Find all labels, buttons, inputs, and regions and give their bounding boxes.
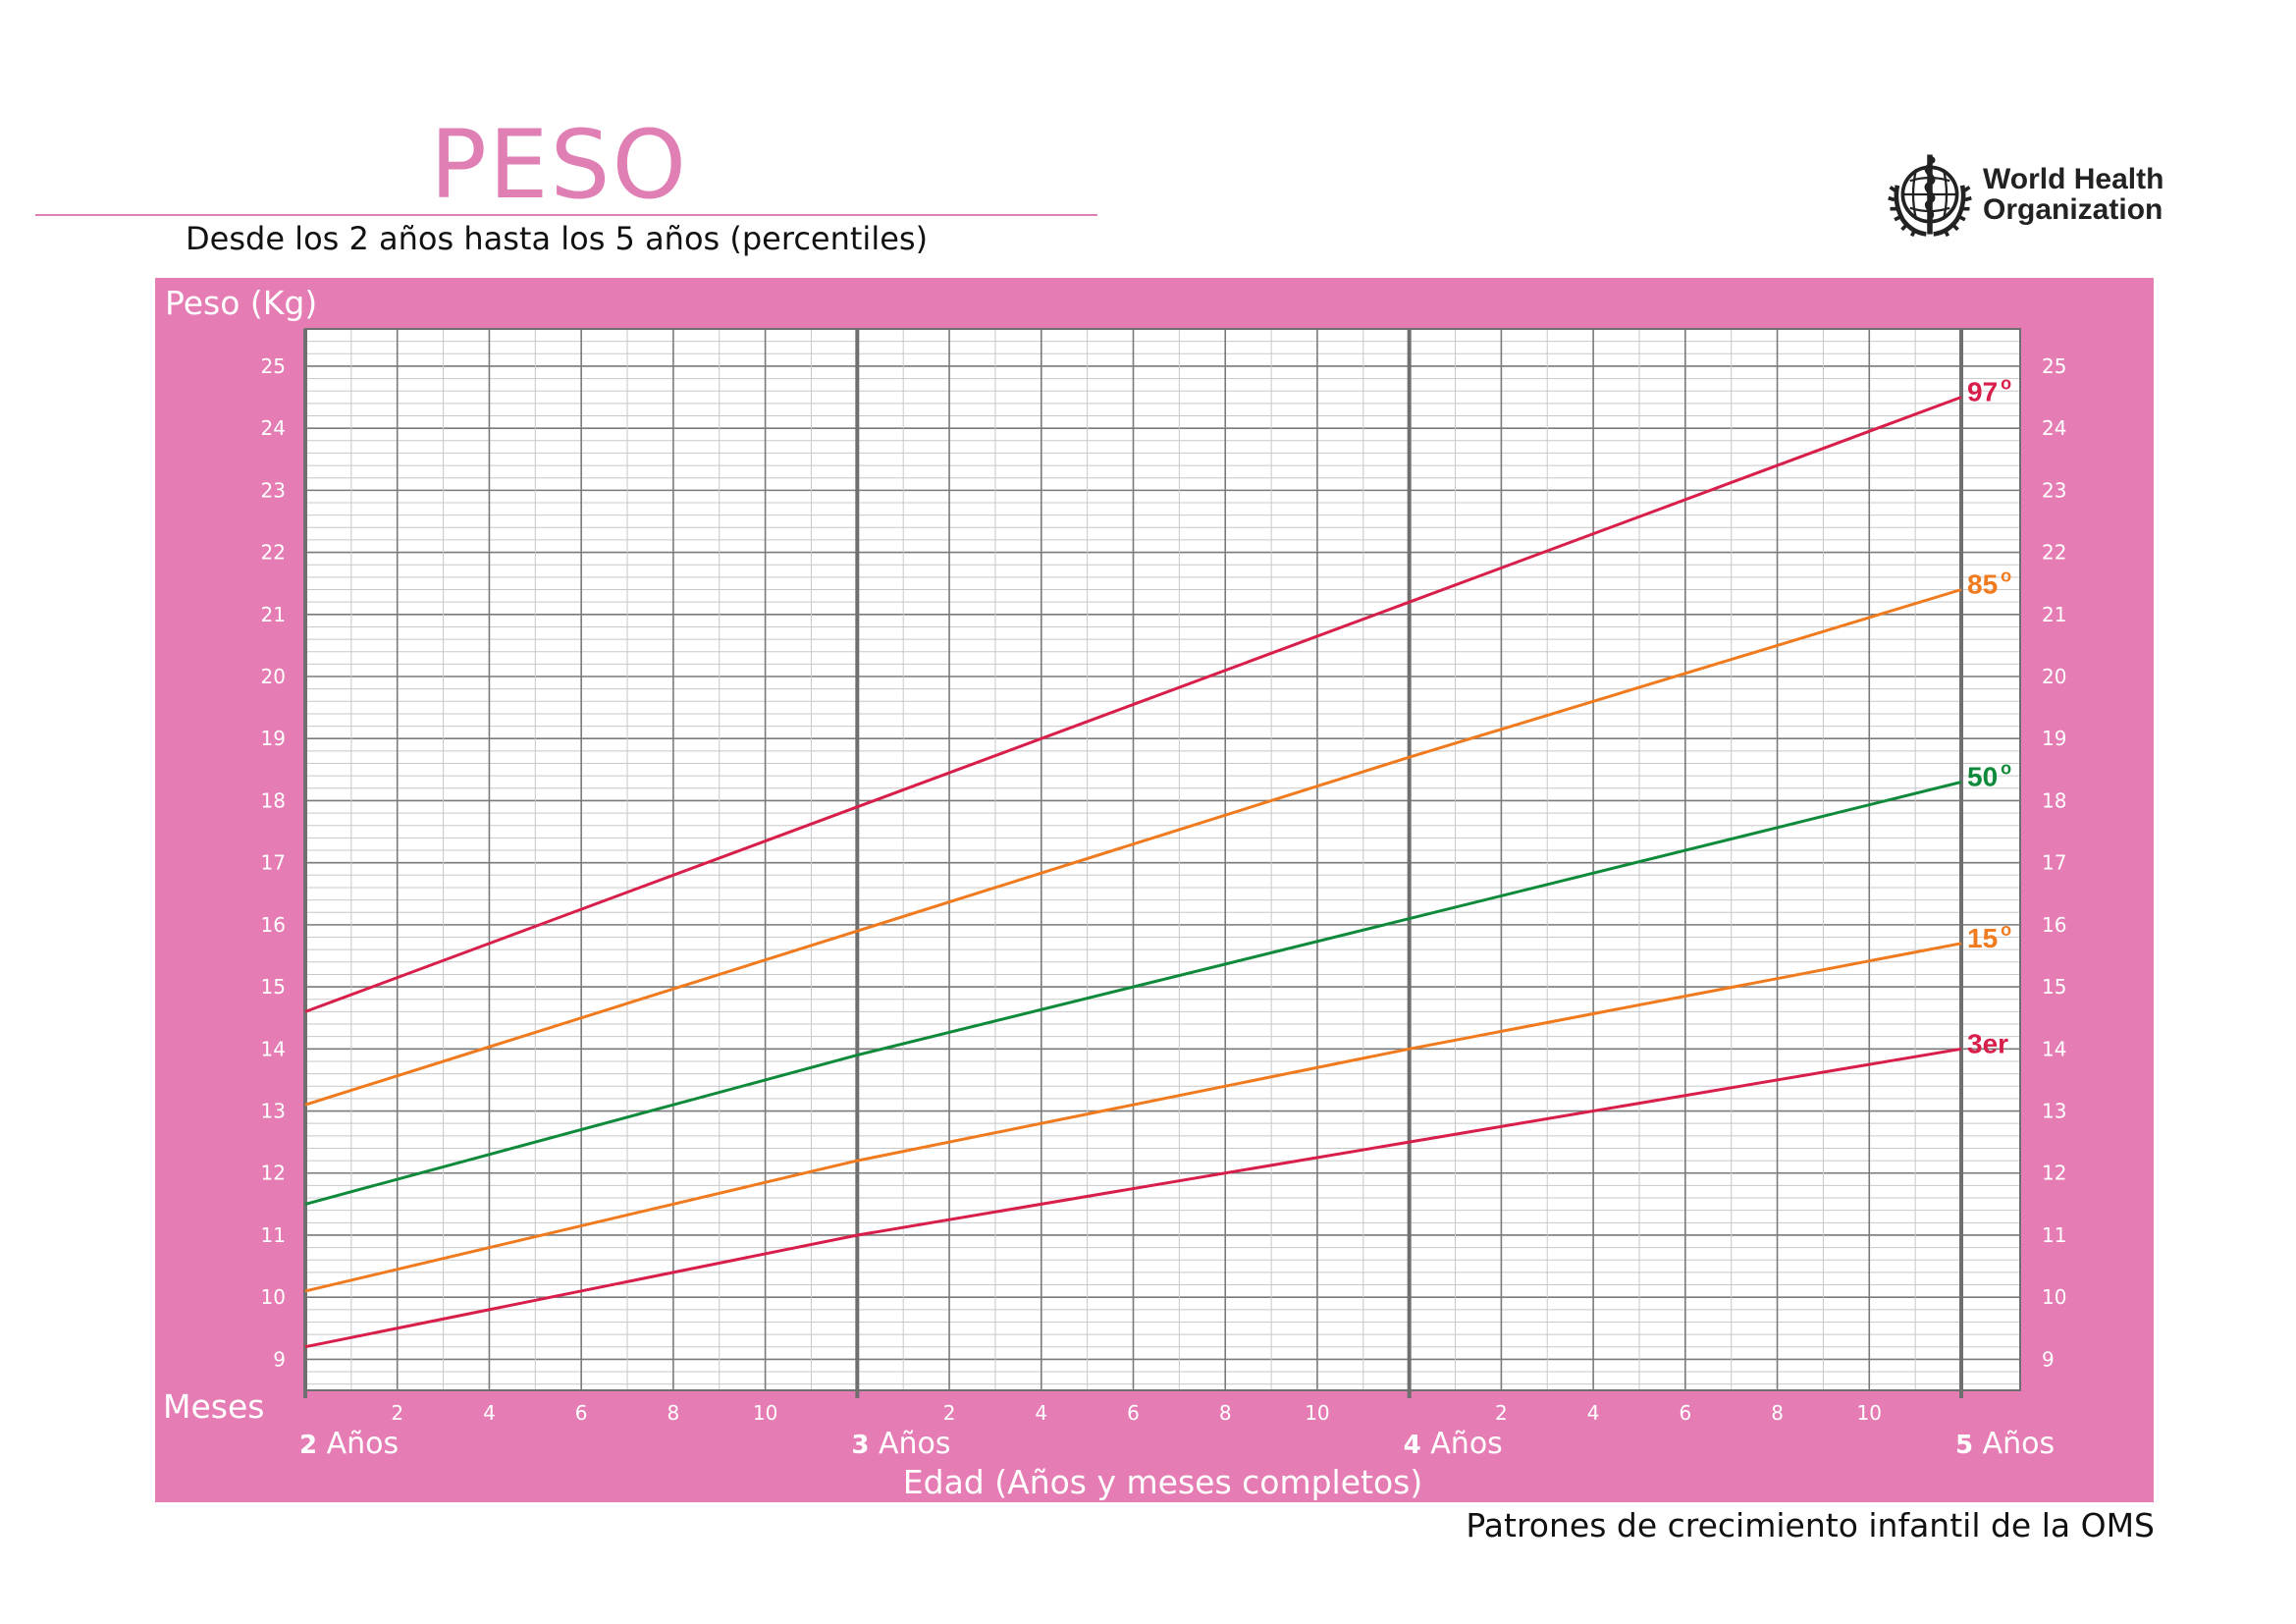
percentile-line-97: [304, 396, 1962, 1013]
y-tick-label-left: 20: [261, 665, 286, 688]
percentile-line-85: [304, 588, 1962, 1107]
title-divider: [35, 214, 1097, 216]
y-tick-label-left: 21: [261, 603, 286, 626]
x-year-number: 2: [299, 1431, 317, 1460]
percentile-label-value: 97: [1967, 377, 1998, 407]
percentile-label-50: 50 o: [1967, 758, 2011, 791]
x-tick-label-month: 8: [667, 1401, 680, 1425]
percentile-label-suffix: o: [2001, 567, 2011, 586]
x-tick-label-month: 6: [575, 1401, 588, 1425]
y-tick-label-right: 20: [2042, 665, 2066, 688]
x-year-label: 5 Años: [1955, 1427, 2055, 1461]
plot-area: [305, 329, 2020, 1390]
y-axis-title: Peso (Kg): [165, 284, 317, 322]
x-tick-label-month: 10: [753, 1401, 777, 1425]
y-tick-label-left: 23: [261, 478, 286, 502]
y-tick-label-left: 16: [261, 913, 286, 937]
who-wordmark-line2: Organization: [1983, 193, 2163, 226]
x-tick-label-month: 4: [483, 1401, 496, 1425]
who-logo: World Health Organization: [1885, 149, 2163, 240]
y-tick-label-right: 11: [2042, 1223, 2066, 1247]
y-tick-label-right: 22: [2042, 541, 2066, 565]
y-tick-label-right: 18: [2042, 788, 2066, 812]
x-year-label: 3 Años: [851, 1427, 950, 1461]
percentile-label-suffix: o: [2001, 374, 2011, 394]
percentile-line-15: [304, 942, 1962, 1293]
y-tick-label-right: 12: [2042, 1162, 2066, 1185]
x-tick-label-month: 8: [1219, 1401, 1232, 1425]
y-tick-label-left: 18: [261, 788, 286, 812]
y-tick-label-right: 24: [2042, 416, 2066, 440]
percentile-label-value: 15: [1967, 923, 1998, 953]
percentile-line-50: [304, 781, 1962, 1206]
who-emblem-icon: [1888, 154, 1972, 238]
plot-border: [304, 328, 2021, 1391]
months-axis-label: Meses: [163, 1387, 264, 1426]
x-year-word: Años: [317, 1427, 399, 1461]
y-tick-label-right: 21: [2042, 603, 2066, 626]
y-tick-label-left: 13: [261, 1100, 286, 1123]
weight-chart-svg: 9 9 10 10 11 11 12 12 13 13 14 14 15 15 16 16 17 17 18 18 19…: [155, 278, 2154, 1502]
y-tick-label-left: 10: [261, 1285, 286, 1309]
x-tick-label-month: 10: [1305, 1401, 1329, 1425]
x-tick-label-month: 10: [1857, 1401, 1882, 1425]
percentile-label-85: 85 o: [1967, 567, 2011, 600]
who-wordmark: World Health Organization: [1983, 164, 2163, 225]
x-year-number: 3: [851, 1431, 869, 1460]
y-tick-label-right: 10: [2042, 1285, 2066, 1309]
x-tick-label-month: 6: [1127, 1401, 1140, 1425]
who-wordmark-line1: World Health: [1983, 163, 2164, 195]
x-year-label: 2 Años: [299, 1427, 399, 1461]
y-tick-label-left: 11: [261, 1223, 286, 1247]
x-year-word: Años: [1421, 1427, 1503, 1461]
x-year-word: Años: [1973, 1427, 2055, 1461]
percentile-label-value: 50: [1967, 761, 1998, 791]
y-tick-label-right: 14: [2042, 1037, 2066, 1060]
percentile-label-value: 85: [1967, 569, 1998, 600]
page-subtitle: Desde los 2 años hasta los 5 años (perce…: [186, 220, 929, 257]
percentile-label-97: 97 o: [1967, 374, 2011, 407]
y-tick-label-right: 17: [2042, 851, 2066, 875]
x-tick-label-month: 6: [1679, 1401, 1691, 1425]
y-tick-label-left: 25: [261, 354, 286, 378]
x-tick-label-month: 2: [943, 1401, 956, 1425]
y-tick-label-right: 15: [2042, 975, 2066, 999]
percentile-label-suffix: o: [2001, 920, 2011, 940]
y-tick-label-right: 16: [2042, 913, 2066, 937]
y-tick-label-left: 15: [261, 975, 286, 999]
y-tick-label-left: 14: [261, 1037, 286, 1060]
weight-chart: 9 9 10 10 11 11 12 12 13 13 14 14 15 15 16 16 17 17 18 18 19…: [155, 278, 2154, 1502]
x-tick-label-month: 4: [1587, 1401, 1600, 1425]
y-tick-label-right: 19: [2042, 727, 2066, 750]
y-tick-label-right: 13: [2042, 1100, 2066, 1123]
x-year-number: 4: [1404, 1431, 1421, 1460]
x-year-label: 4 Años: [1404, 1427, 1503, 1461]
y-tick-label-right: 23: [2042, 478, 2066, 502]
percentile-label-3er: 3er: [1967, 1028, 2008, 1058]
percentile-label-15: 15 o: [1967, 920, 2011, 953]
y-tick-label-left: 9: [273, 1347, 286, 1371]
x-tick-label-month: 2: [391, 1401, 403, 1425]
y-tick-label-left: 22: [261, 541, 286, 565]
footer-caption: Patrones de crecimiento infantil de la O…: [1466, 1506, 2155, 1544]
percentile-label-value: 3er: [1967, 1028, 2008, 1058]
x-year-number: 5: [1955, 1431, 1973, 1460]
percentile-label-suffix: o: [2001, 758, 2011, 778]
x-year-word: Años: [869, 1427, 950, 1461]
page-title: PESO: [430, 110, 689, 220]
x-tick-label-month: 4: [1035, 1401, 1047, 1425]
x-axis-title: Edad (Años y meses completos): [903, 1463, 1422, 1501]
y-tick-label-left: 17: [261, 851, 286, 875]
y-tick-label-left: 19: [261, 727, 286, 750]
percentile-line-3er: [304, 1047, 1962, 1349]
y-tick-label-left: 12: [261, 1162, 286, 1185]
x-tick-label-month: 8: [1771, 1401, 1784, 1425]
y-tick-label-right: 9: [2042, 1347, 2055, 1371]
y-tick-label-left: 24: [261, 416, 286, 440]
x-tick-label-month: 2: [1495, 1401, 1508, 1425]
y-tick-label-right: 25: [2042, 354, 2066, 378]
